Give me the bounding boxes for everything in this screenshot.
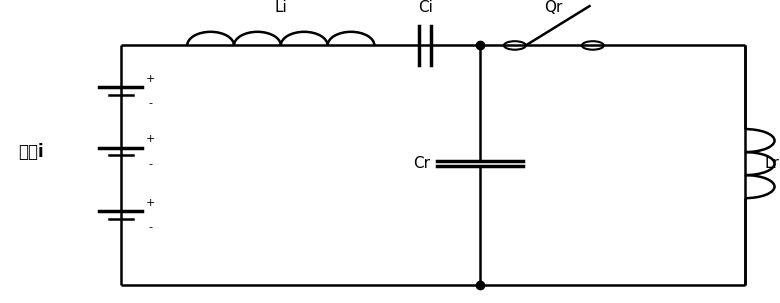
- Text: +: +: [146, 74, 155, 84]
- Text: +: +: [146, 134, 155, 145]
- Text: -: -: [148, 158, 153, 169]
- Text: 单体i: 单体i: [19, 142, 44, 161]
- Text: Ci: Ci: [417, 0, 433, 15]
- Text: Cr: Cr: [413, 156, 430, 171]
- Text: -: -: [148, 222, 153, 232]
- Text: Qr: Qr: [544, 0, 563, 15]
- Text: Li: Li: [275, 0, 287, 15]
- Text: +: +: [146, 198, 155, 208]
- Text: Lr: Lr: [764, 156, 779, 171]
- Text: -: -: [148, 98, 153, 108]
